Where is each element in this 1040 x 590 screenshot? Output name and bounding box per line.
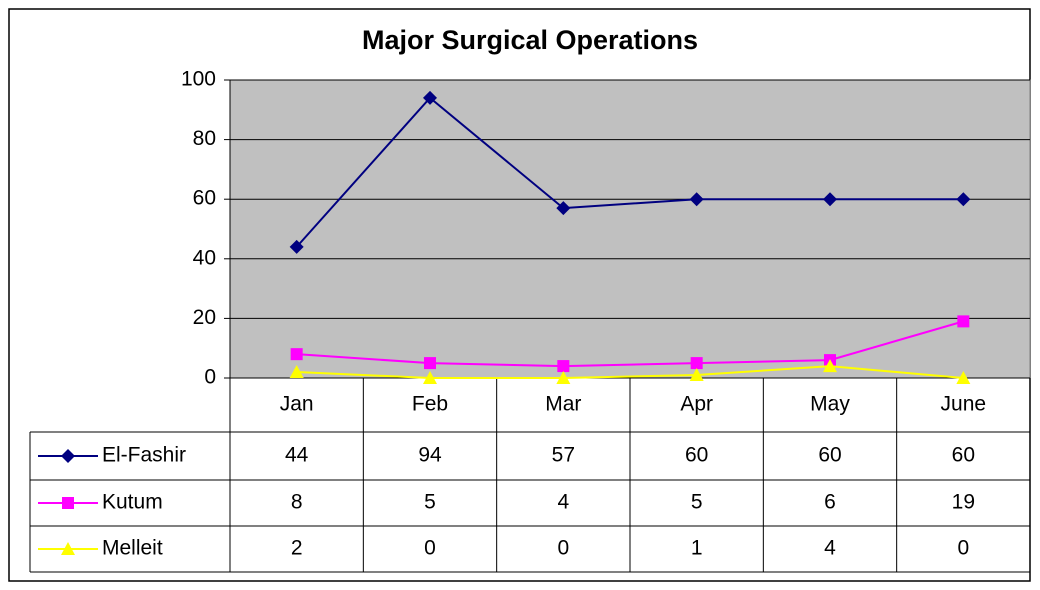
chart-title: Major Surgical Operations [362, 25, 698, 55]
marker [690, 357, 703, 370]
table-value: 0 [957, 537, 969, 560]
legend-label: Kutum [102, 491, 163, 514]
y-tick-label: 100 [181, 68, 216, 91]
table-value: 4 [824, 537, 836, 560]
table-value: 0 [557, 537, 569, 560]
table-value: 57 [552, 444, 575, 467]
marker [957, 315, 970, 328]
marker [424, 357, 436, 370]
y-tick-label: 0 [204, 366, 216, 389]
series-line [295, 96, 964, 248]
table-value: 6 [824, 491, 836, 514]
y-tick-label: 80 [193, 127, 216, 150]
plot-area [229, 79, 1031, 379]
y-tick-label: 40 [193, 246, 216, 269]
marker [290, 348, 303, 361]
marker [289, 239, 304, 254]
marker [689, 368, 704, 382]
marker [61, 449, 75, 463]
y-tick-label: 20 [193, 306, 216, 329]
marker [61, 542, 75, 555]
x-tick-label: Feb [412, 393, 448, 416]
table-value: 0 [424, 537, 436, 560]
table-value: 4 [557, 491, 569, 514]
table-value: 5 [424, 491, 436, 514]
marker [956, 192, 971, 207]
table-value: 5 [691, 491, 703, 514]
table-value: 44 [285, 444, 309, 467]
x-tick-label: June [941, 393, 987, 416]
marker [689, 192, 704, 207]
marker [289, 365, 304, 379]
x-tick-label: Jan [280, 393, 314, 416]
x-tick-label: Mar [545, 393, 581, 416]
table-value: 60 [952, 444, 975, 467]
table-value: 60 [818, 444, 841, 467]
series-line [296, 320, 964, 368]
table-value: 60 [685, 444, 708, 467]
legend-label: El-Fashir [102, 444, 186, 467]
marker [557, 360, 570, 373]
x-tick-label: Apr [680, 393, 713, 416]
marker [62, 497, 74, 509]
table-value: 8 [291, 491, 303, 514]
table-value: 1 [691, 537, 703, 560]
marker [556, 371, 571, 384]
marker [423, 90, 437, 105]
legend-label: Melleit [102, 537, 163, 560]
table-value: 94 [418, 444, 442, 467]
y-tick-label: 60 [193, 187, 216, 210]
marker [823, 192, 837, 207]
marker [556, 201, 571, 216]
marker [823, 359, 837, 373]
x-tick-label: May [810, 393, 850, 416]
table-value: 2 [291, 537, 303, 560]
marker [423, 371, 437, 384]
marker [956, 371, 971, 384]
series-line [296, 365, 964, 379]
table-value: 19 [952, 491, 975, 514]
